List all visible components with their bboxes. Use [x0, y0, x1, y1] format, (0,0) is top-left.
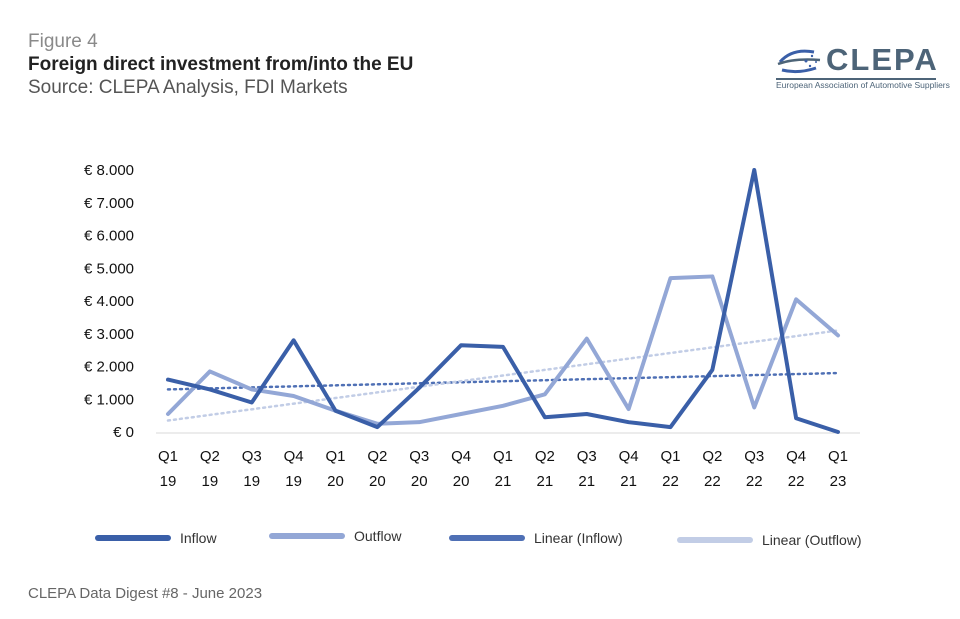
x-tick-label-quarter: Q1: [158, 448, 178, 465]
x-tick-label-quarter: Q2: [702, 448, 722, 465]
y-tick-label: € 4.000: [84, 293, 134, 310]
trendline-inflow: [166, 371, 840, 391]
chart-legend: Inflow Outflow Linear (Inflow) Linear (Outf…: [95, 528, 862, 548]
x-tick-label-quarter: Q4: [619, 448, 639, 465]
x-tick-label-quarter: Q1: [493, 448, 513, 465]
x-tick-label-quarter: Q3: [744, 448, 764, 465]
legend-label: Linear (Inflow): [534, 530, 623, 546]
series-line-outflow: [166, 274, 840, 426]
x-axis-labels: Q1 19 Q2 19 Q3 19 Q4 19 Q1 20 Q2 20 Q3 20 Q4 20 Q1 21 Q2 21…: [158, 448, 848, 490]
footer-text: CLEPA Data Digest #8 - June 2023: [28, 585, 263, 602]
figure-header: Figure 4 Foreign direct investment from/…: [28, 30, 413, 99]
logo-divider: [776, 78, 936, 80]
x-tick-label-quarter: Q2: [200, 448, 220, 465]
x-tick-label-year: 19: [243, 473, 260, 490]
x-tick-label-quarter: Q1: [325, 448, 345, 465]
clepa-logo: CLEPA European Association of Automotive…: [776, 42, 950, 92]
x-tick-label-quarter: Q3: [409, 448, 429, 465]
figure-label: Figure 4: [28, 31, 98, 52]
x-tick-label-year: 19: [202, 473, 219, 490]
x-tick-label-year: 20: [453, 473, 470, 490]
logo-subtitle: European Association of Automotive Suppl…: [776, 80, 950, 90]
x-tick-label-year: 21: [620, 473, 637, 490]
y-tick-label: € 8.000: [84, 162, 134, 179]
series-line-inflow: [166, 168, 840, 434]
x-tick-label-quarter: Q1: [660, 448, 680, 465]
y-tick-label: € 1.000: [84, 391, 134, 408]
y-tick-label: € 5.000: [84, 260, 134, 277]
y-tick-label: € 3.000: [84, 326, 134, 343]
x-tick-label-quarter: Q2: [535, 448, 555, 465]
x-tick-label-year: 21: [537, 473, 554, 490]
x-tick-label-year: 22: [704, 473, 721, 490]
x-tick-label-quarter: Q2: [367, 448, 387, 465]
trendlines: [166, 329, 840, 422]
figure-title: Foreign direct investment from/into the …: [28, 54, 414, 75]
x-tick-label-quarter: Q4: [284, 448, 304, 465]
x-tick-label-year: 20: [411, 473, 428, 490]
y-tick-label: € 0: [113, 424, 134, 441]
logo-wordmark: CLEPA: [826, 42, 939, 77]
x-tick-label-year: 19: [160, 473, 177, 490]
x-tick-label-year: 21: [578, 473, 595, 490]
x-tick-label-quarter: Q4: [451, 448, 471, 465]
x-tick-label-year: 23: [830, 473, 847, 490]
x-tick-label-year: 22: [746, 473, 763, 490]
x-tick-label-quarter: Q3: [577, 448, 597, 465]
x-tick-label-year: 20: [327, 473, 344, 490]
y-tick-label: € 7.000: [84, 195, 134, 212]
y-tick-label: € 2.000: [84, 359, 134, 376]
clepa-logo-icon: [777, 49, 821, 74]
figure-source: Source: CLEPA Analysis, FDI Markets: [28, 77, 348, 98]
series-lines: [166, 168, 840, 434]
y-axis-labels: € 0 € 1.000 € 2.000 € 3.000 € 4.000 € 5.000 € …: [84, 162, 134, 441]
x-tick-label-year: 19: [285, 473, 302, 490]
x-tick-label-quarter: Q3: [242, 448, 262, 465]
x-tick-label-quarter: Q1: [828, 448, 848, 465]
legend-label: Inflow: [180, 530, 217, 546]
x-tick-label-quarter: Q4: [786, 448, 806, 465]
trendline-outflow: [166, 329, 840, 422]
legend-label: Linear (Outflow): [762, 532, 862, 548]
x-tick-label-year: 22: [662, 473, 679, 490]
y-tick-label: € 6.000: [84, 228, 134, 245]
x-tick-label-year: 21: [495, 473, 512, 490]
legend-label: Outflow: [354, 528, 402, 544]
x-tick-label-year: 22: [788, 473, 805, 490]
x-tick-label-year: 20: [369, 473, 386, 490]
investment-line-chart: € 0 € 1.000 € 2.000 € 3.000 € 4.000 € 5.000 € …: [84, 162, 862, 548]
